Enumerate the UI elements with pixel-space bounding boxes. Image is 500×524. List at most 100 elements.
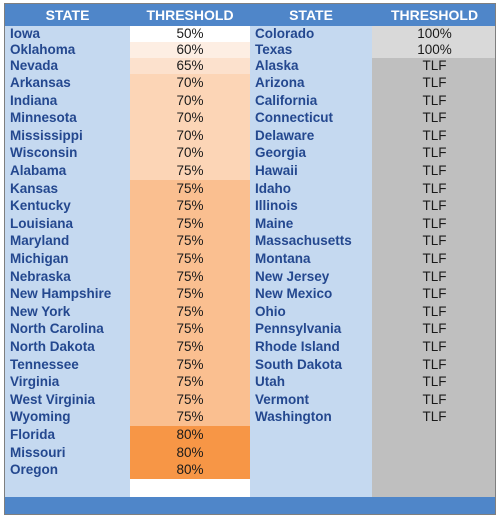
state-name: Louisiana <box>10 215 74 231</box>
threshold-value: TLF <box>372 285 495 303</box>
state-name: North Dakota <box>10 339 95 355</box>
threshold-value: TLF <box>372 58 495 74</box>
state-name: Alaska <box>255 58 299 74</box>
threshold-value: TLF <box>372 126 495 145</box>
threshold-value: 75% <box>130 373 250 391</box>
state-name: Oregon <box>10 462 59 478</box>
state-name: Pennsylvania <box>255 321 342 337</box>
threshold-value: TLF <box>372 232 495 250</box>
state-name: California <box>255 92 318 108</box>
header-bar <box>5 4 495 26</box>
state-name: Missouri <box>10 444 66 460</box>
threshold-value: 100% <box>372 26 495 42</box>
state-name: Georgia <box>255 145 307 161</box>
footer-bar <box>5 497 495 514</box>
threshold-value: TLF <box>372 373 495 391</box>
threshold-value: TLF <box>372 408 495 426</box>
state-name: Michigan <box>10 251 69 267</box>
state-name: Mississippi <box>10 127 83 143</box>
state-threshold-table: STATE THRESHOLD STATE THRESHOLD Iowa 50% Oklah… <box>4 3 496 515</box>
threshold-value: TLF <box>372 74 495 92</box>
state-name: Arkansas <box>10 75 71 91</box>
state-name: Massachusetts <box>255 233 352 249</box>
state-name: North Carolina <box>10 321 104 337</box>
state-name: Nebraska <box>10 268 71 284</box>
threshold-value: TLF <box>372 214 495 233</box>
threshold-value: 75% <box>130 267 250 286</box>
state-name: New Hampshire <box>10 286 112 302</box>
state-name: Indiana <box>10 92 58 108</box>
threshold-value: 75% <box>130 232 250 250</box>
threshold-value: 80% <box>130 426 250 444</box>
threshold-value: 75% <box>130 320 250 338</box>
threshold-value: 75% <box>130 214 250 233</box>
threshold-value: 75% <box>130 285 250 303</box>
state-name: Oklahoma <box>10 42 76 58</box>
threshold-value: 75% <box>130 250 250 268</box>
threshold-value: 70% <box>130 144 250 162</box>
state-name: Alabama <box>10 163 67 179</box>
threshold-value: 100% <box>372 42 495 58</box>
threshold-value: 75% <box>130 355 250 374</box>
state-name: Wyoming <box>10 409 71 425</box>
threshold-value: 75% <box>130 390 250 409</box>
threshold-value: 75% <box>130 179 250 198</box>
threshold-value: 80% <box>130 461 250 479</box>
threshold-value: TLF <box>372 250 495 268</box>
state-name: Tennessee <box>10 356 79 372</box>
threshold-value: TLF <box>372 162 495 180</box>
right-state-column <box>250 26 372 498</box>
threshold-value: TLF <box>372 267 495 286</box>
threshold-value: 75% <box>130 338 250 356</box>
threshold-value: TLF <box>372 338 495 356</box>
state-name: Connecticut <box>255 110 334 126</box>
state-name: Idaho <box>255 180 291 196</box>
state-name: Illinois <box>255 198 298 214</box>
threshold-value: TLF <box>372 390 495 409</box>
state-name: New Mexico <box>255 286 333 302</box>
state-name: Colorado <box>255 26 315 42</box>
threshold-value: 75% <box>130 302 250 321</box>
threshold-value: TLF <box>372 109 495 127</box>
threshold-value: 70% <box>130 109 250 127</box>
header-cell: STATE <box>45 7 90 23</box>
state-name: Kentucky <box>10 198 71 214</box>
threshold-value: 70% <box>130 91 250 110</box>
threshold-value: TLF <box>372 91 495 110</box>
left-state-column <box>5 26 130 498</box>
threshold-value: 75% <box>130 408 250 426</box>
state-name: Vermont <box>255 391 310 407</box>
state-name: New York <box>10 303 71 319</box>
header-cell: STATE <box>289 7 333 23</box>
state-name: Rhode Island <box>255 339 340 355</box>
state-name: New Jersey <box>255 268 330 284</box>
threshold-value: 70% <box>130 126 250 145</box>
header-cell: THRESHOLD <box>146 7 234 23</box>
threshold-value: 80% <box>130 443 250 462</box>
threshold-value: 50% <box>130 26 250 42</box>
threshold-value: TLF <box>372 197 495 215</box>
threshold-value: TLF <box>372 320 495 338</box>
state-name: Minnesota <box>10 110 77 126</box>
threshold-value: 65% <box>130 58 250 74</box>
state-name: Iowa <box>10 26 41 42</box>
header-cell: THRESHOLD <box>390 7 479 23</box>
threshold-value: TLF <box>372 302 495 321</box>
threshold-value: TLF <box>372 144 495 162</box>
state-name: Ohio <box>255 303 286 319</box>
threshold-value: 70% <box>130 74 250 92</box>
state-name: Montana <box>255 251 311 267</box>
state-name: South Dakota <box>255 356 343 372</box>
threshold-value: 75% <box>130 162 250 180</box>
state-name: Hawaii <box>255 163 298 179</box>
state-name: West Virginia <box>10 391 96 407</box>
threshold-value: 75% <box>130 197 250 215</box>
state-name: Nevada <box>10 58 59 74</box>
threshold-value: TLF <box>372 179 495 198</box>
state-name: Utah <box>255 374 285 390</box>
state-name: Washington <box>255 409 332 425</box>
threshold-value: TLF <box>372 355 495 374</box>
state-name: Delaware <box>255 127 315 143</box>
state-name: Maine <box>255 215 294 231</box>
